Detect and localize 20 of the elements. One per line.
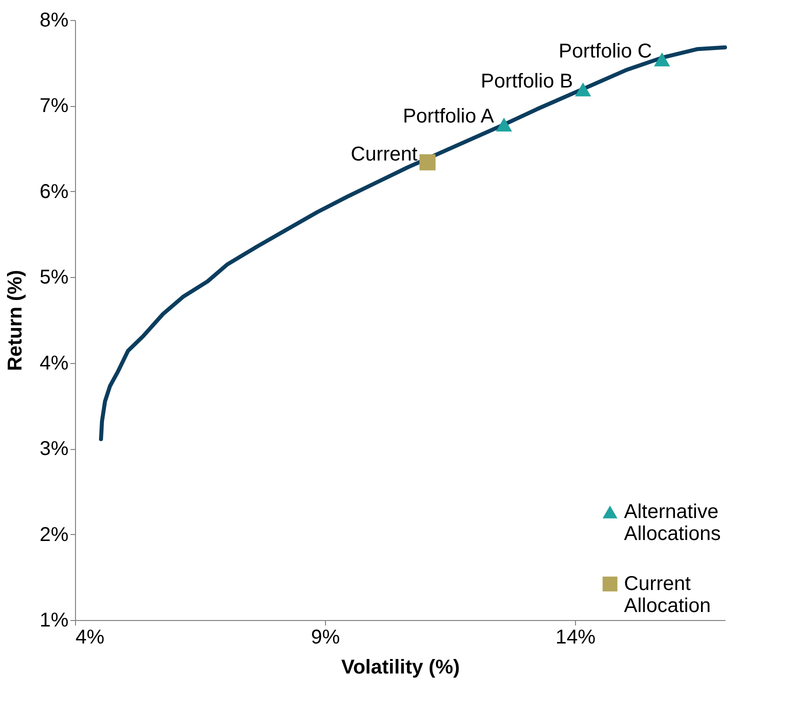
legend-label: Current Allocation	[624, 573, 711, 617]
x-tick-label: 14%	[555, 626, 596, 648]
y-axis-title: Return (%)	[4, 270, 27, 372]
y-tick-label: 7%	[40, 95, 69, 118]
x-tick-label: 4%	[76, 626, 105, 648]
legend-label: Alternative Allocations	[624, 501, 721, 545]
annotation: Current	[350, 143, 418, 166]
line-series	[99, 45, 727, 442]
annotation: Portfolio C	[558, 40, 652, 62]
annotation: Portfolio A	[402, 106, 495, 128]
y-tick-label: 2%	[40, 524, 69, 546]
y-tick-label: 3%	[40, 438, 69, 460]
y-tick-label: 6%	[40, 180, 69, 203]
x-axis-title: Volatility (%)	[341, 656, 460, 678]
annotation: Portfolio B	[480, 70, 573, 92]
y-tick-label: 5%	[40, 266, 69, 289]
y-tick-label: 4%	[40, 352, 69, 374]
y-tick-label: 8%	[40, 10, 69, 32]
y-tick-label: 1%	[40, 610, 69, 632]
x-tick-label: 9%	[311, 626, 340, 648]
